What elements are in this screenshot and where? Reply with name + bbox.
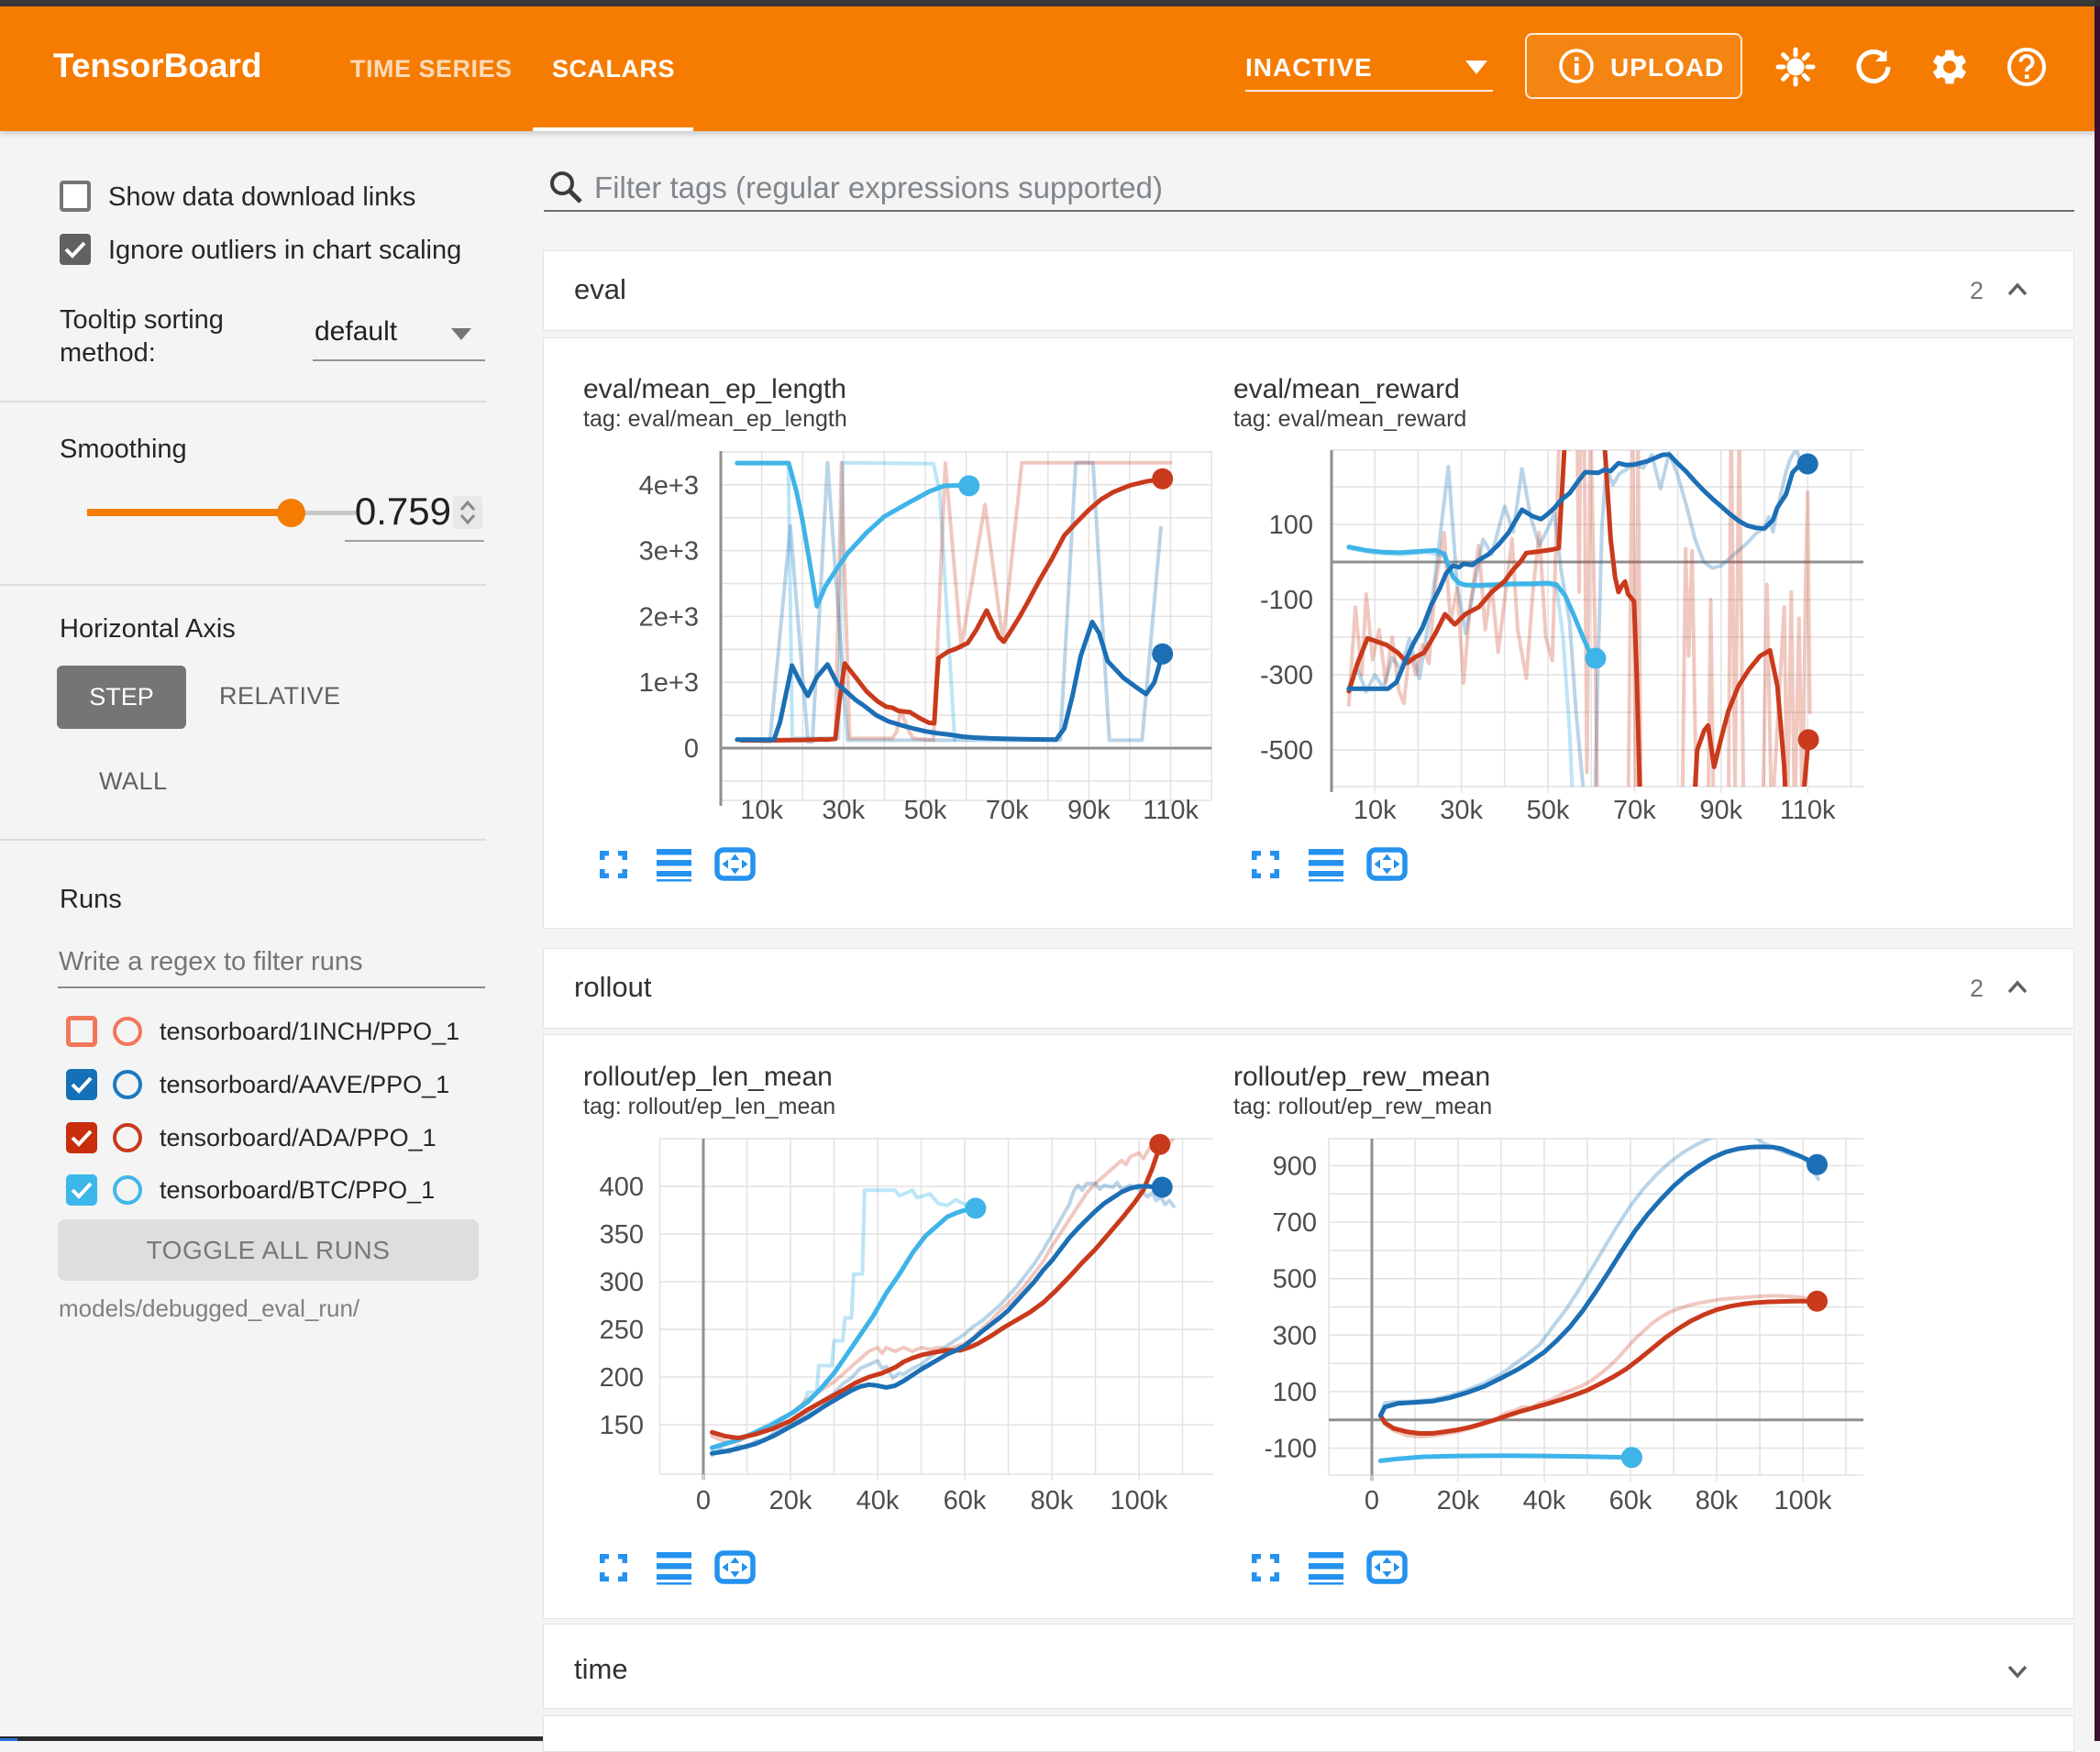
svg-text:350: 350 <box>600 1220 644 1250</box>
svg-text:20k: 20k <box>1437 1486 1480 1515</box>
svg-text:70k: 70k <box>986 796 1029 825</box>
svg-text:0: 0 <box>696 1486 711 1515</box>
svg-text:200: 200 <box>600 1363 644 1393</box>
svg-text:-500: -500 <box>1260 736 1313 766</box>
svg-text:60k: 60k <box>944 1486 987 1515</box>
svg-text:250: 250 <box>600 1316 644 1345</box>
svg-text:-100: -100 <box>1266 1435 1317 1464</box>
svg-text:2e+3: 2e+3 <box>639 602 699 632</box>
svg-text:50k: 50k <box>904 796 947 825</box>
svg-text:3e+3: 3e+3 <box>639 537 699 567</box>
svg-text:300: 300 <box>600 1268 644 1297</box>
svg-text:400: 400 <box>600 1173 644 1202</box>
svg-text:90k: 90k <box>1067 796 1111 825</box>
svg-text:-100: -100 <box>1260 586 1313 615</box>
svg-text:100: 100 <box>1269 511 1313 540</box>
svg-text:80k: 80k <box>1696 1486 1739 1515</box>
svg-text:70k: 70k <box>1613 796 1656 825</box>
svg-text:10k: 10k <box>740 796 783 825</box>
svg-text:500: 500 <box>1273 1265 1317 1295</box>
svg-text:150: 150 <box>600 1411 644 1440</box>
svg-text:40k: 40k <box>857 1486 900 1515</box>
svg-text:60k: 60k <box>1609 1486 1652 1515</box>
svg-text:0: 0 <box>684 734 699 764</box>
svg-text:110k: 110k <box>1143 796 1199 825</box>
svg-text:100k: 100k <box>1774 1486 1832 1515</box>
svg-text:80k: 80k <box>1031 1486 1074 1515</box>
svg-text:700: 700 <box>1273 1208 1317 1238</box>
svg-text:900: 900 <box>1273 1152 1317 1182</box>
svg-text:50k: 50k <box>1527 796 1570 825</box>
svg-text:110k: 110k <box>1780 796 1836 825</box>
svg-text:20k: 20k <box>769 1486 812 1515</box>
svg-text:-300: -300 <box>1260 661 1313 690</box>
svg-text:300: 300 <box>1273 1321 1317 1350</box>
svg-text:40k: 40k <box>1523 1486 1566 1515</box>
svg-text:10k: 10k <box>1354 796 1397 825</box>
svg-text:30k: 30k <box>822 796 865 825</box>
svg-text:30k: 30k <box>1440 796 1483 825</box>
svg-text:100k: 100k <box>1111 1486 1168 1515</box>
svg-text:0: 0 <box>1365 1486 1379 1515</box>
svg-text:100: 100 <box>1273 1378 1317 1407</box>
svg-text:90k: 90k <box>1699 796 1742 825</box>
svg-text:1e+3: 1e+3 <box>639 668 699 698</box>
svg-text:4e+3: 4e+3 <box>639 471 699 501</box>
